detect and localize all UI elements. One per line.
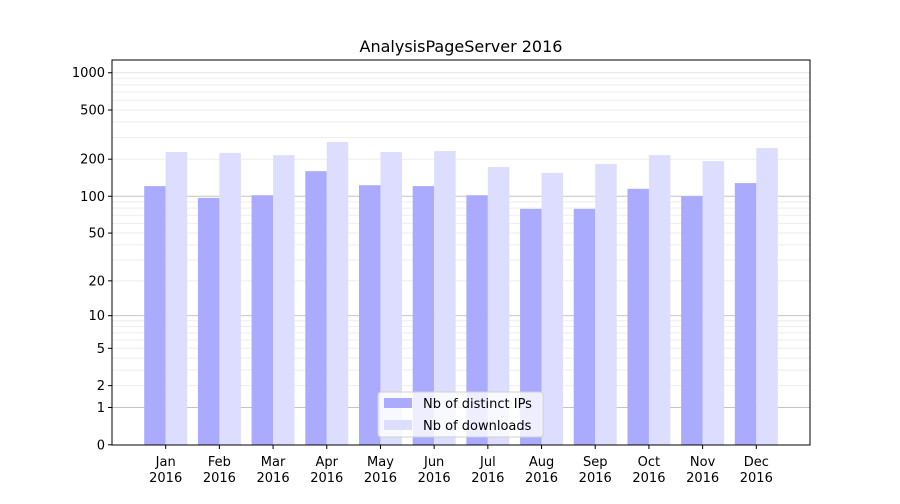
- x-tick-label: Jun 2016: [418, 455, 451, 486]
- legend: Nb of distinct IPs Nb of downloads: [377, 391, 544, 438]
- bar-downloads: [487, 166, 510, 445]
- x-tick-label: Jan 2016: [149, 455, 182, 486]
- bar-downloads: [756, 148, 778, 445]
- bar-distinct-ips: [573, 208, 596, 445]
- bar-downloads: [273, 155, 295, 446]
- y-tick-label: 500: [80, 104, 105, 119]
- plot-frame: [111, 59, 811, 446]
- x-tick-label: Aug 2016: [525, 455, 558, 486]
- bar-downloads: [541, 172, 564, 446]
- y-tick-label: 20: [88, 274, 105, 289]
- bar-distinct-ips: [681, 196, 703, 445]
- x-tick-label: Jul 2016: [471, 455, 504, 486]
- bar-downloads: [219, 152, 241, 445]
- bar-distinct-ips: [305, 171, 327, 445]
- bar-distinct-ips: [520, 208, 542, 445]
- bar-distinct-ips: [251, 195, 274, 445]
- legend-box: [377, 391, 544, 438]
- bar-distinct-ips: [466, 195, 488, 445]
- x-tick-label: Sep 2016: [579, 455, 612, 486]
- bar-downloads: [648, 155, 671, 446]
- x-axis: Jan 2016 Feb 2016 Mar 2016 Apr 2016 May 2016 Jun 20…: [149, 445, 773, 486]
- chart-title: AnalysisPageServer 2016: [360, 37, 563, 56]
- bar-distinct-ips: [197, 197, 220, 445]
- y-tick-label: 2: [97, 379, 105, 394]
- y-tick-label: 1000: [72, 66, 105, 81]
- x-tick-label: Mar 2016: [257, 455, 290, 486]
- y-tick-label: 0: [97, 438, 105, 453]
- bars: [144, 141, 778, 446]
- bar-distinct-ips: [734, 183, 757, 446]
- y-tick-label: 100: [80, 190, 105, 205]
- bar-distinct-ips: [144, 186, 166, 446]
- x-tick-label: Nov 2016: [686, 455, 719, 486]
- x-tick-label: Apr 2016: [310, 455, 343, 486]
- bar-downloads: [326, 141, 349, 446]
- y-tick-label: 10: [88, 309, 105, 324]
- bar-downloads: [434, 151, 456, 446]
- legend-label: Nb of distinct IPs: [423, 397, 532, 412]
- bar-distinct-ips: [412, 186, 435, 446]
- bar-downloads: [702, 161, 725, 445]
- y-tick-label: 50: [88, 227, 105, 242]
- y-tick-label: 1: [97, 401, 105, 416]
- x-tick-label: Dec 2016: [740, 455, 773, 486]
- bar-downloads: [595, 163, 617, 445]
- bar-downloads: [165, 151, 188, 446]
- y-tick-label: 200: [80, 153, 105, 168]
- bar-downloads: [380, 151, 402, 446]
- bar-distinct-ips: [358, 185, 381, 446]
- legend-label: Nb of downloads: [423, 419, 532, 434]
- x-tick-label: May 2016: [364, 455, 397, 486]
- x-tick-label: Feb 2016: [203, 455, 236, 486]
- x-tick-label: Oct 2016: [632, 455, 665, 486]
- legend-swatch: [384, 398, 412, 408]
- bar-distinct-ips: [627, 188, 649, 446]
- y-axis: 0 1 2 5 10 20 50 100 200 500 1000: [72, 66, 112, 453]
- legend-swatch: [384, 420, 412, 430]
- y-tick-label: 5: [97, 342, 105, 357]
